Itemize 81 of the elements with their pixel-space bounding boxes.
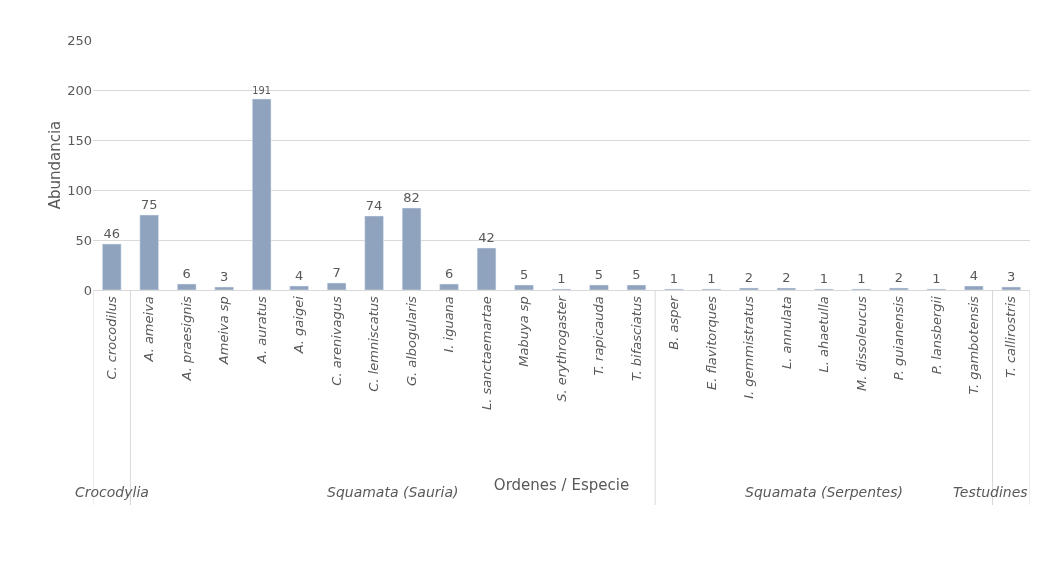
text: Squamata (Serpentes) (745, 484, 903, 500)
bar (139, 214, 159, 290)
data-label: 3 (1007, 269, 1016, 284)
data-label: 1 (857, 271, 866, 286)
bar (1001, 286, 1021, 290)
bar (514, 284, 534, 290)
x-tick-label: C. lemniscatus (366, 295, 382, 392)
data-label: 4 (969, 268, 978, 283)
x-tick-label: T. rapicauda (591, 296, 607, 376)
bar (289, 285, 309, 290)
bar (439, 283, 459, 290)
bar (889, 287, 909, 290)
bar (476, 247, 497, 290)
x-tick-label: A. praesignis (178, 295, 194, 382)
x-tick-label: A. auratus (253, 295, 269, 365)
data-label: 5 (519, 267, 529, 282)
bar (364, 215, 384, 290)
x-tick-label: G. albogularis (403, 295, 419, 387)
x-tick-label: P. guianensis (891, 295, 907, 381)
data-label: 1 (932, 271, 941, 286)
y-tick-label: 0 (83, 282, 92, 298)
data-label: 1 (819, 271, 828, 286)
data-label: 5 (594, 267, 604, 282)
text: Squamata (Sauria) (327, 484, 459, 500)
data-label: 1 (557, 271, 566, 286)
x-tick-label: L. sanctaemartae (478, 296, 494, 410)
data-label: 1 (707, 271, 716, 286)
x-tick-label: B. asper (666, 294, 682, 350)
y-tick-label: 150 (67, 132, 92, 148)
x-tick-label: I. iguana (441, 296, 457, 353)
x-tick-label: M. dissoleucus (853, 295, 869, 392)
text: Crocodylia (75, 484, 149, 500)
bar (739, 287, 759, 290)
y-tick-label: 250 (67, 32, 92, 48)
data-label: 6 (182, 266, 191, 281)
y-tick-label: 100 (67, 182, 92, 198)
x-tick-label: A. ameiva (141, 296, 157, 363)
data-label: 82 (403, 190, 420, 205)
bar (252, 98, 272, 290)
x-tick-label: A. gaigei (291, 295, 307, 355)
data-label: 74 (365, 198, 383, 213)
data-label: 46 (103, 226, 121, 241)
bar (401, 207, 422, 290)
x-tick-label: C. arenivagus (328, 295, 344, 386)
bar (776, 287, 796, 290)
x-tick-label: T. callirostris (1003, 295, 1019, 378)
data-label: 3 (220, 269, 229, 284)
bar (589, 284, 609, 290)
data-label: 5 (632, 267, 641, 282)
y-axis-title: Abundancia (46, 120, 65, 210)
data-label: 42 (478, 230, 495, 245)
x-axis-title: Ordenes / Especie (493, 475, 630, 494)
x-tick-label: C. crocodilus (103, 295, 119, 380)
bar (626, 284, 647, 290)
data-label: 4 (295, 268, 304, 283)
data-label: 6 (444, 266, 454, 281)
x-tick-label: I. gemmistratus (741, 295, 757, 399)
data-label: 191 (252, 84, 272, 96)
bar (964, 285, 984, 290)
x-tick-label: Ameiva sp (216, 296, 232, 366)
data-label: 1 (669, 271, 679, 286)
text: Testudines (953, 484, 1028, 500)
data-label: 2 (894, 270, 903, 285)
y-tick-label: 50 (75, 232, 92, 248)
data-label: 7 (332, 265, 341, 280)
data-label: 75 (140, 197, 158, 212)
bar (102, 243, 122, 290)
x-tick-label: L. ahaetulla (816, 296, 832, 373)
x-tick-label: T. bifasciatus (628, 295, 644, 381)
data-label: 2 (782, 270, 791, 285)
y-tick-label: 200 (67, 82, 92, 98)
x-tick-label: E. flavitorques (703, 295, 719, 391)
bar (327, 282, 347, 290)
data-label: 2 (744, 270, 754, 285)
bar (177, 283, 197, 290)
x-tick-label: Mabuya sp (516, 296, 532, 367)
bar (214, 286, 234, 290)
x-tick-label: S. erythrogaster (553, 294, 569, 402)
x-tick-label: L. annulata (778, 296, 794, 370)
x-tick-label: T. gambotensis (966, 295, 982, 395)
x-tick-label: P. lansbergii (928, 295, 944, 375)
